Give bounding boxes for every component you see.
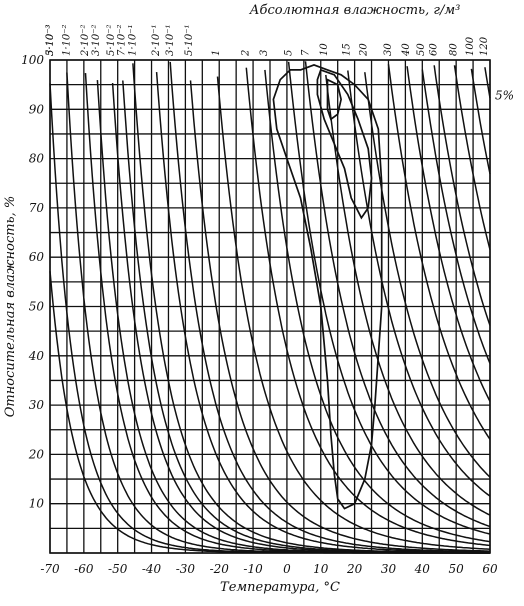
top-tick-label: 5 [283,50,294,56]
abs-humidity-curve [287,61,491,535]
top-tick-label: 60 [428,43,439,56]
abs-humidity-curve [347,70,491,497]
top-tick-label: 30 [383,43,394,56]
top-tick-label: 7 [300,49,311,56]
y-tick-label: 40 [28,349,45,363]
abs-humidity-curve [245,67,491,547]
top-tick-label: 5·10⁻¹ [184,24,195,56]
top-tick-label: 3·10⁻³ [45,24,56,56]
top-tick-label: 80 [449,43,460,56]
y-axis-title: Относительная влажность, % [3,196,18,418]
top-tick-label: 5·10⁻² [106,24,117,56]
x-tick-label: -30 [176,562,196,576]
abs-humidity-curve [453,65,491,250]
abs-humidity-curve [433,65,491,326]
x-tick-label: 10 [313,562,329,576]
top-tick-label: 3·10⁻¹ [165,24,176,56]
x-tick-label: 60 [482,562,498,576]
top-tick-label: 3·10⁻² [91,24,102,56]
top-tick-label: 10 [319,43,330,56]
abs-humidity-curve [96,80,490,554]
x-tick-label: -40 [142,562,162,576]
x-axis-title: Температура, °C [220,580,340,595]
abs-humidity-curve [84,73,490,554]
grid-lines [49,59,491,554]
contour-outer [272,63,383,510]
abs-humidity-curve [111,82,490,554]
top-tick-label: 7·10⁻² [116,24,127,56]
x-tick-label: 20 [346,562,363,576]
y-tick-label: 90 [29,102,45,116]
contour-label: 5% [495,88,514,102]
top-tick-label: 1·10⁻¹ [128,24,139,56]
abs-humidity-curve [189,80,490,552]
top-tick-label: 15 [342,43,353,56]
y-tick-label: 20 [28,447,45,461]
top-tick-label: 2·10⁻¹ [151,24,162,57]
top-tick-label: 120 [479,36,490,56]
top-axis-title: Абсолютная влажность, г/м³ [249,3,461,18]
abs-humidity-curve [304,61,491,528]
top-tick-label: 20 [358,43,369,57]
plot-frame [49,59,491,554]
x-tick-label: 40 [414,562,431,576]
abs-humidity-curve [470,68,491,175]
abs-humidity-curve [169,61,491,553]
x-tick-label: -60 [74,562,94,576]
x-tick-label: -10 [243,562,263,576]
top-tick-label: 1·10⁻² [61,24,72,56]
x-tick-label: 50 [449,562,465,576]
x-tick-labels: -70 -60 -50 -40 -30 -20 -10 0 10 20 30 40 50 60 [40,562,498,576]
top-tick-label: 2 [241,50,252,57]
abs-humidity-curve [264,69,491,543]
frequency-contours [272,63,383,510]
abs-humidity-curve [484,67,491,99]
abs-humidity-curve [406,66,491,402]
y-tick-label: 100 [21,53,44,67]
contour-inner [326,78,342,121]
top-tick-label: 100 [465,36,476,56]
contour-middle [316,68,373,220]
abs-humidity-curve [325,74,491,516]
y-tick-labels: 10 20 30 40 50 60 70 80 90 100 [21,53,44,511]
top-tick-label: 40 [401,43,412,57]
y-tick-label: 10 [29,497,45,511]
top-tick-labels: 3·10⁻³5·10⁻³ 1·10⁻² 2·10⁻² 3·10⁻² 5·10⁻² 7·10… [45,24,490,57]
y-tick-label: 70 [29,201,45,215]
x-tick-label: -50 [108,562,128,576]
abs-humidity-curve [364,72,491,478]
x-tick-label: 0 [283,562,291,576]
top-tick-label: 5·10⁻³ [45,24,56,56]
x-tick-label: -70 [40,562,60,576]
abs-humidity-curve [387,64,491,440]
y-tick-label: 80 [29,152,45,166]
y-tick-label: 50 [29,300,45,314]
abs-humidity-curve [132,63,490,554]
abs-humidity-curve [155,72,490,553]
y-tick-label: 30 [29,398,45,412]
x-tick-label: 30 [381,562,397,576]
y-tick-label: 60 [29,250,45,264]
abs-humidity-curve [421,69,491,364]
x-tick-label: -20 [210,562,230,576]
top-tick-label: 50 [416,43,427,56]
top-tick-label: 2·10⁻² [80,24,91,57]
abs-humidity-curve [216,76,491,550]
top-tick-label: 1 [211,50,222,56]
top-tick-label: 3 [259,50,270,56]
